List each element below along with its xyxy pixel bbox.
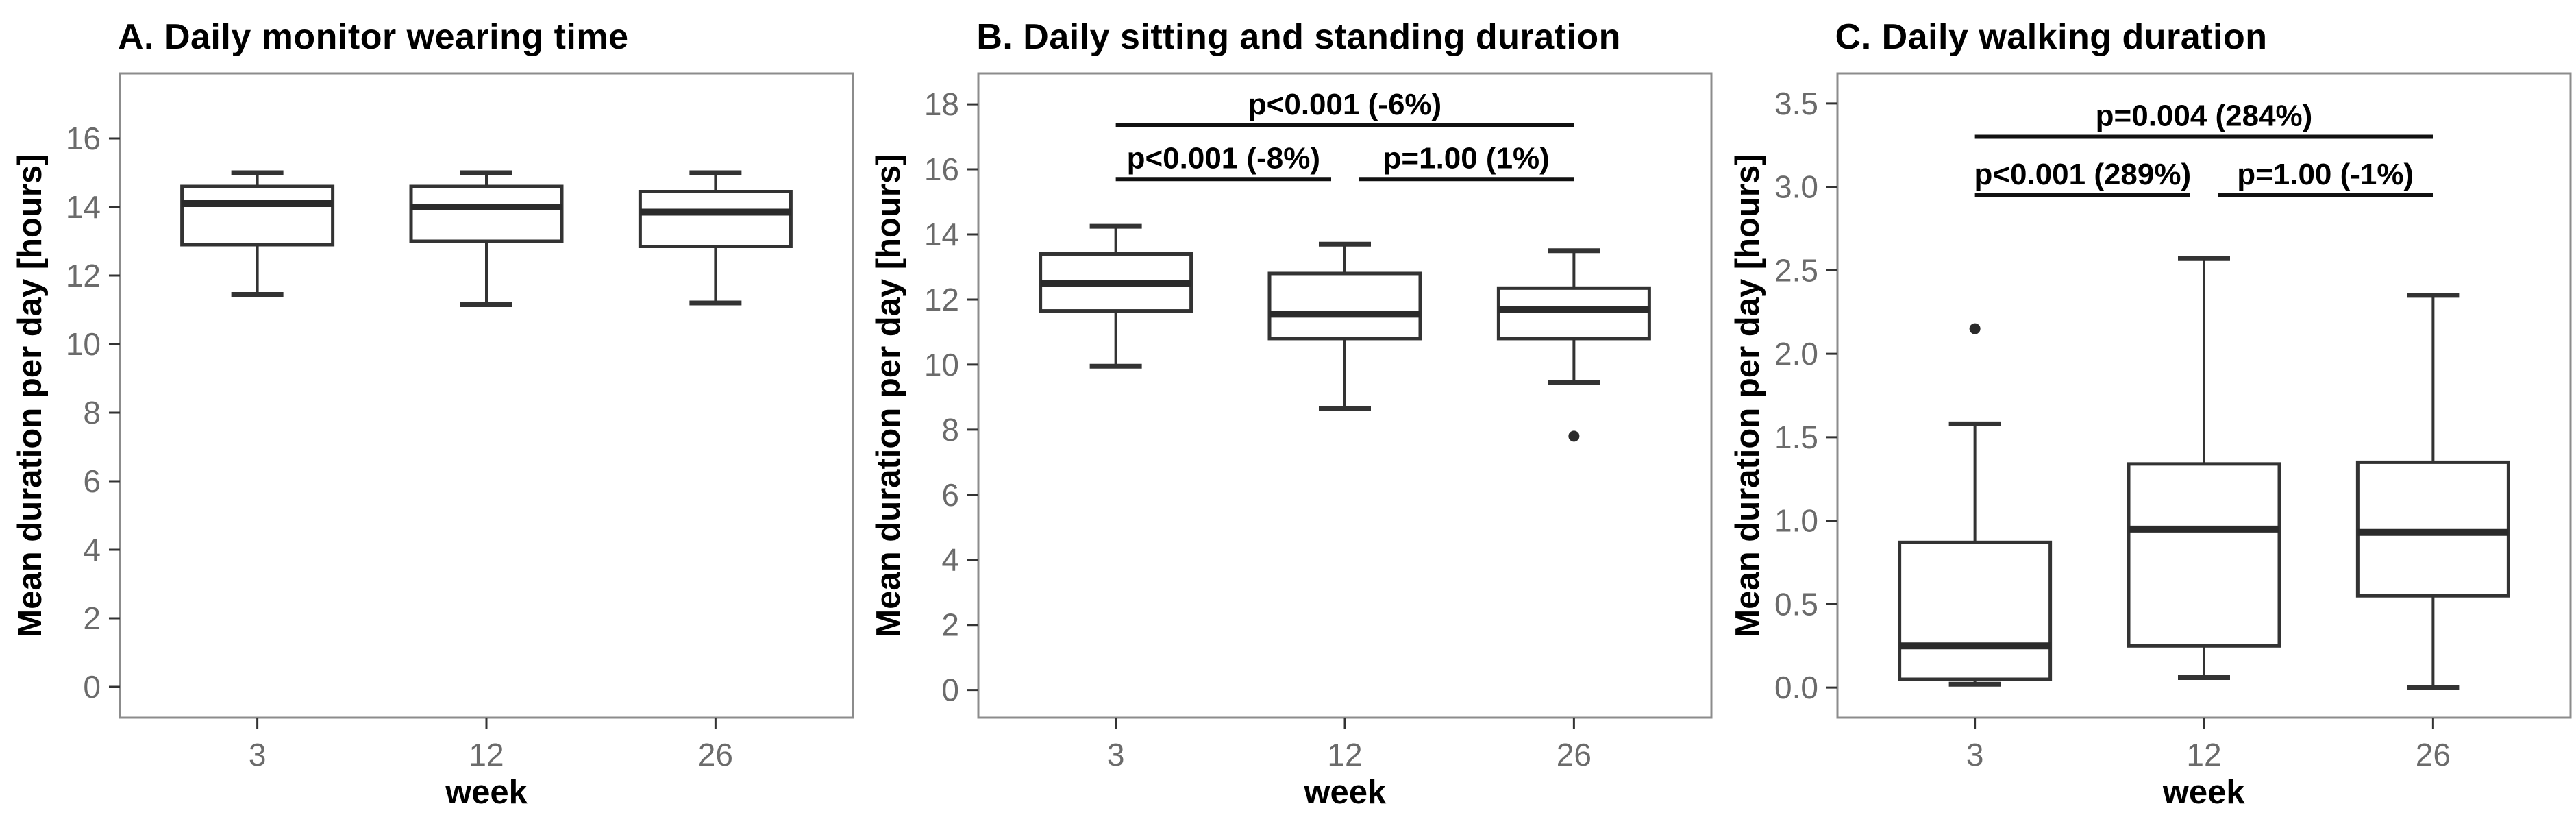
outlier-point bbox=[1969, 323, 1981, 334]
panel-background bbox=[119, 73, 853, 718]
panel-b: 0 2 4 6 8 10 12 14 16 18 3 12 26 p<0.001 (-6%) p<0.001… bbox=[858, 0, 1717, 815]
outlier-point bbox=[1568, 430, 1580, 442]
iqr-box bbox=[1497, 286, 1652, 341]
y-tick-label: 16 bbox=[924, 151, 959, 187]
y-tick-label: 14 bbox=[924, 217, 959, 252]
y-tick-label: 1.0 bbox=[1774, 503, 1818, 539]
iqr-box bbox=[1267, 271, 1422, 341]
boxplot-week-3 bbox=[1039, 223, 1193, 369]
y-tick-label: 2.0 bbox=[1774, 336, 1818, 372]
panel-c-chart: 0.0 0.5 1.0 1.5 2.0 2.5 3.0 3.5 3 12 26 p=0.004 (28… bbox=[1774, 72, 2572, 773]
y-tick-label: 0 bbox=[942, 672, 960, 708]
y-tick-label: 3.0 bbox=[1774, 169, 1818, 205]
y-tick-label: 8 bbox=[942, 412, 960, 448]
iqr-box bbox=[1897, 540, 2052, 681]
x-tick-label: 26 bbox=[1557, 737, 1592, 773]
x-tick-label: 12 bbox=[2186, 737, 2221, 773]
boxplot-week-26 bbox=[2355, 293, 2510, 690]
panel-b-chart: 0 2 4 6 8 10 12 14 16 18 3 12 26 p<0.001 (-6%) p<0.001… bbox=[924, 72, 1713, 773]
panel-a-chart: 0 2 4 6 8 10 12 14 16 3 12 26 bbox=[66, 72, 854, 773]
panel-b-y-axis-title: Mean duration per day [hours] bbox=[870, 154, 908, 637]
boxplot-week-12 bbox=[1267, 241, 1422, 411]
y-tick-label: 14 bbox=[66, 189, 101, 225]
significance-label: p=1.00 (1%) bbox=[1383, 141, 1550, 175]
y-tick-label: 16 bbox=[66, 121, 101, 156]
panel-a-y-axis-title: Mean duration per day [hours] bbox=[12, 154, 49, 637]
significance-label: p<0.001 (289%) bbox=[1974, 158, 2191, 191]
y-tick-label: 10 bbox=[924, 347, 959, 382]
y-tick-label: 12 bbox=[924, 282, 959, 317]
boxplot-week-26 bbox=[638, 170, 793, 306]
boxplot-week-12 bbox=[409, 170, 564, 308]
x-tick-label: 3 bbox=[1107, 737, 1125, 773]
x-tick-label: 12 bbox=[1328, 737, 1363, 773]
significance-label: p=0.004 (284%) bbox=[2095, 99, 2312, 133]
boxplot-week-3 bbox=[1897, 323, 2052, 687]
x-tick-label: 26 bbox=[698, 737, 733, 773]
y-tick-label: 12 bbox=[66, 258, 101, 293]
iqr-box bbox=[180, 184, 335, 247]
x-tick-label: 12 bbox=[469, 737, 504, 773]
y-tick-label: 0.0 bbox=[1774, 670, 1818, 705]
panel-c: 0.0 0.5 1.0 1.5 2.0 2.5 3.0 3.5 3 12 26 p=0.004 (28… bbox=[1718, 0, 2576, 815]
y-tick-label: 2 bbox=[83, 600, 101, 636]
iqr-box bbox=[2127, 462, 2281, 648]
panel-c-y-axis-title: Mean duration per day [hours] bbox=[1729, 154, 1766, 637]
panel-b-title: B. Daily sitting and standing duration bbox=[976, 17, 1621, 57]
iqr-box bbox=[409, 184, 564, 243]
y-tick-label: 0.5 bbox=[1774, 586, 1818, 622]
panel-c-x-axis-title: week bbox=[2162, 774, 2245, 811]
significance-label: p=1.00 (-1%) bbox=[2237, 158, 2414, 191]
y-tick-label: 2 bbox=[942, 607, 960, 643]
x-tick-label: 3 bbox=[1966, 737, 1983, 773]
x-tick-label: 3 bbox=[249, 737, 267, 773]
panel-a: 0 2 4 6 8 10 12 14 16 3 12 26 A. Daily monitor wear… bbox=[0, 0, 858, 815]
y-tick-label: 10 bbox=[66, 326, 101, 362]
iqr-box bbox=[638, 190, 793, 249]
boxplot-week-3 bbox=[180, 170, 335, 297]
y-tick-label: 2.5 bbox=[1774, 252, 1818, 288]
panel-a-title: A. Daily monitor wearing time bbox=[118, 17, 629, 57]
y-tick-label: 6 bbox=[83, 463, 101, 499]
y-tick-label: 8 bbox=[83, 395, 101, 430]
panel-b-x-axis-title: week bbox=[1304, 774, 1387, 811]
panel-a-x-axis-title: week bbox=[445, 774, 528, 811]
y-tick-label: 6 bbox=[942, 477, 960, 513]
y-tick-label: 1.5 bbox=[1774, 419, 1818, 455]
y-tick-label: 18 bbox=[924, 86, 959, 122]
y-tick-label: 0 bbox=[83, 669, 101, 705]
y-tick-label: 3.5 bbox=[1774, 86, 1818, 121]
boxplot-week-12 bbox=[2127, 256, 2281, 681]
significance-label: p<0.001 (-6%) bbox=[1248, 88, 1441, 121]
x-tick-label: 26 bbox=[2415, 737, 2450, 773]
y-tick-label: 4 bbox=[83, 532, 101, 568]
panel-c-title: C. Daily walking duration bbox=[1835, 17, 2268, 57]
significance-label: p<0.001 (-8%) bbox=[1127, 141, 1320, 175]
y-tick-label: 4 bbox=[942, 542, 960, 578]
boxplot-week-26 bbox=[1497, 248, 1652, 442]
